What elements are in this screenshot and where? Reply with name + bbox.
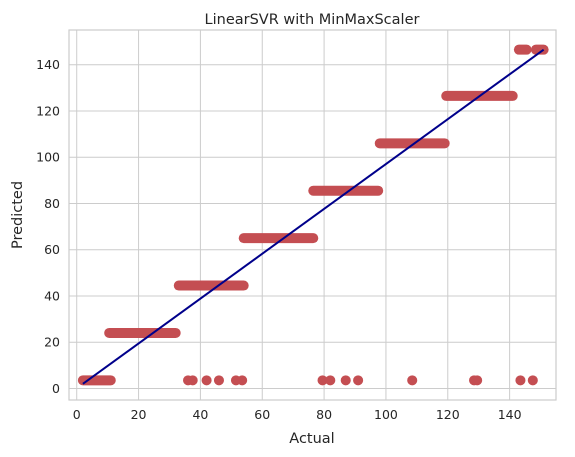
scatter-band	[173, 280, 249, 291]
x-tick-label: 0	[73, 407, 81, 422]
plot-frame	[68, 29, 557, 401]
x-tick-label: 140	[498, 407, 522, 422]
y-axis-label: Predicted	[10, 181, 26, 249]
trend-line	[82, 48, 545, 385]
scatter-point	[201, 375, 212, 386]
y-tick-label: 100	[36, 150, 60, 165]
scatter-point	[472, 375, 483, 386]
scatter-point	[325, 375, 336, 386]
scatter-point	[527, 375, 538, 386]
y-tick-label: 60	[44, 242, 60, 257]
scatter-point	[353, 375, 364, 386]
x-tick-label: 120	[436, 407, 460, 422]
scatter-point	[187, 375, 198, 386]
x-tick-label: 20	[131, 407, 147, 422]
scatter-point	[317, 375, 328, 386]
ticks-layer: 0 20 40 60 80 100 120 140 0 20 40 60 80 100 120 140	[36, 57, 521, 422]
x-tick-label: 60	[254, 407, 270, 422]
y-tick-label: 120	[36, 103, 60, 118]
points-layer	[77, 44, 549, 386]
x-axis-label: Actual	[289, 431, 334, 447]
line-layer	[82, 48, 545, 385]
scatter-band	[374, 138, 450, 149]
scatter-band	[513, 44, 532, 55]
scatter-band	[308, 185, 384, 196]
grid-layer	[69, 30, 556, 400]
scatter-point	[407, 375, 418, 386]
scatter-band	[238, 233, 319, 244]
scatter-point	[340, 375, 351, 386]
scatter-point	[237, 375, 248, 386]
scatter-point	[213, 375, 224, 386]
y-tick-label: 40	[44, 288, 60, 303]
chart-title: LinearSVR with MinMaxScaler	[205, 12, 420, 28]
y-tick-label: 140	[36, 57, 60, 72]
scatter-band	[530, 44, 549, 55]
x-tick-label: 80	[316, 407, 332, 422]
x-tick-label: 40	[192, 407, 208, 422]
scatter-point	[515, 375, 526, 386]
x-tick-label: 100	[374, 407, 398, 422]
y-tick-label: 20	[44, 335, 60, 350]
y-tick-label: 0	[52, 381, 60, 396]
scatter-band	[77, 375, 116, 386]
y-tick-label: 80	[44, 196, 60, 211]
scatter-band	[104, 327, 181, 338]
